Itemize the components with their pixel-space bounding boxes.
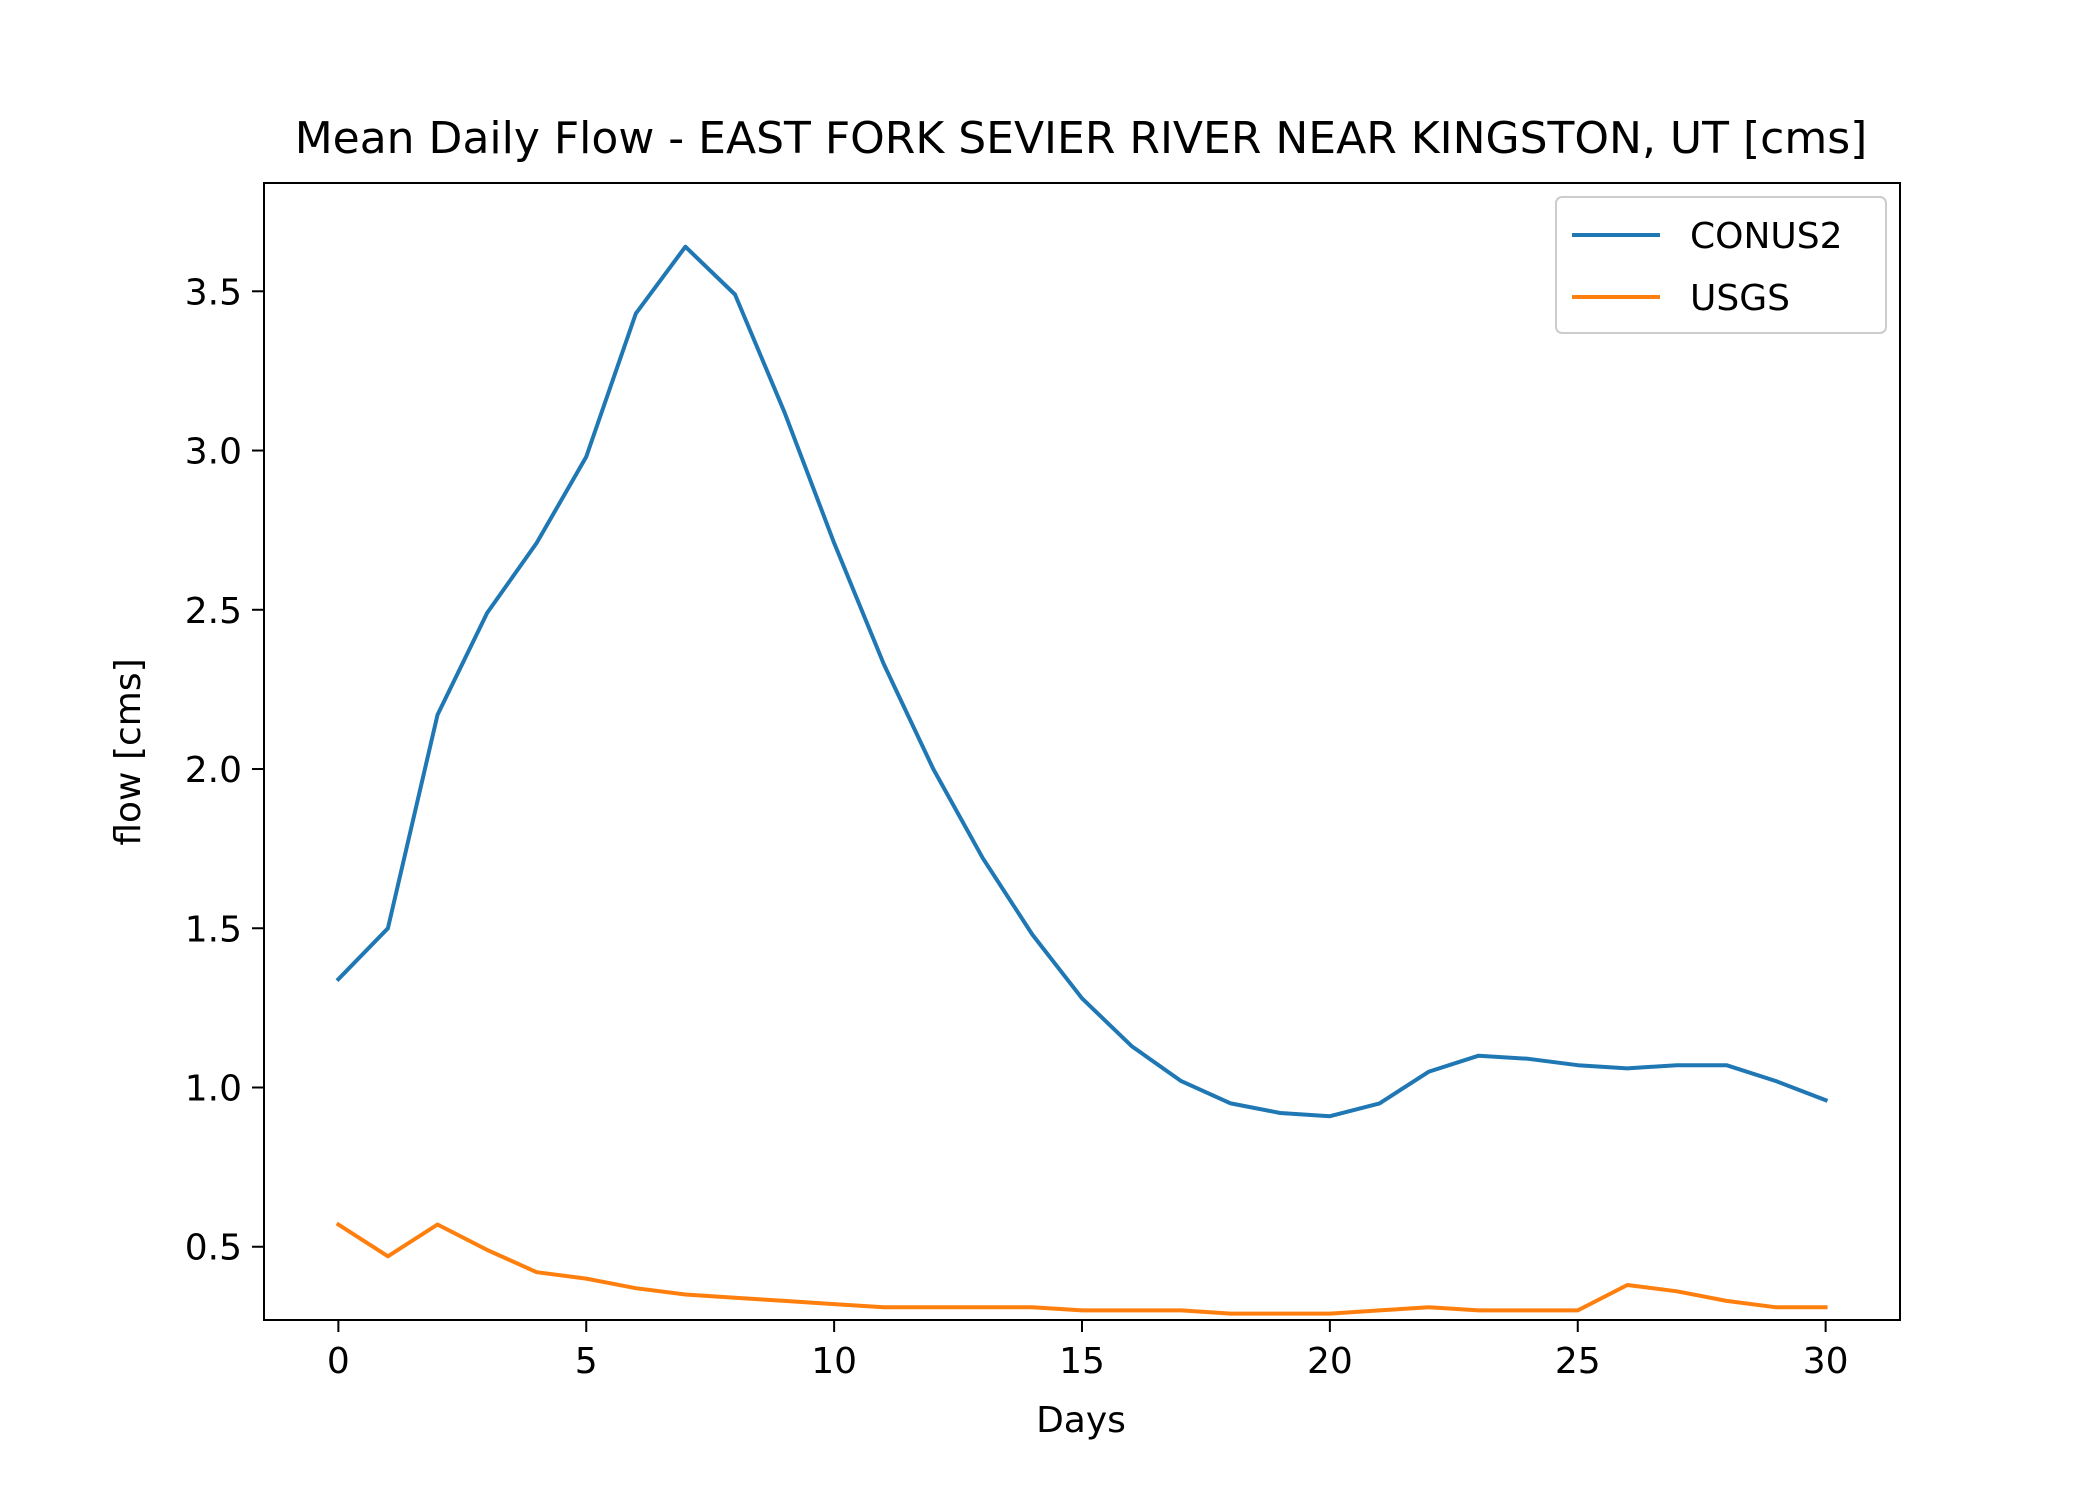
- series-line-conus2: [335, 244, 1829, 1119]
- x-tick-label: 15: [1059, 1341, 1105, 1382]
- legend-label-conus2: CONUS2: [1690, 216, 1843, 257]
- y-tick-label: 3.0: [185, 432, 242, 473]
- x-tick-label: 10: [811, 1341, 857, 1382]
- y-tick-label: 2.5: [185, 591, 242, 632]
- y-tick-label: 0.5: [185, 1228, 242, 1269]
- y-tick-label: 3.5: [185, 272, 242, 313]
- x-axis: 0 5 10 15 20 25 30: [327, 1320, 1849, 1382]
- y-tick-label: 1.5: [185, 909, 242, 950]
- x-tick-label: 20: [1307, 1341, 1353, 1382]
- legend-label-usgs: USGS: [1690, 278, 1790, 319]
- x-tick-label: 5: [575, 1341, 598, 1382]
- y-axis: 0.5 1.0 1.5 2.0 2.5 3.0 3.5: [185, 272, 264, 1269]
- plot-area: [335, 244, 1829, 1316]
- x-tick-label: 25: [1555, 1341, 1601, 1382]
- y-tick-label: 1.0: [185, 1069, 242, 1110]
- x-axis-label: Days: [1036, 1400, 1126, 1441]
- y-axis-label: flow [cms]: [108, 658, 149, 845]
- series-line-usgs: [335, 1221, 1828, 1316]
- legend: CONUS2 USGS: [1555, 196, 1887, 334]
- x-tick-label: 30: [1803, 1341, 1849, 1382]
- x-tick-label: 0: [327, 1341, 350, 1382]
- chart-title: Mean Daily Flow - EAST FORK SEVIER RIVER…: [295, 113, 1868, 164]
- y-tick-label: 2.0: [185, 750, 242, 791]
